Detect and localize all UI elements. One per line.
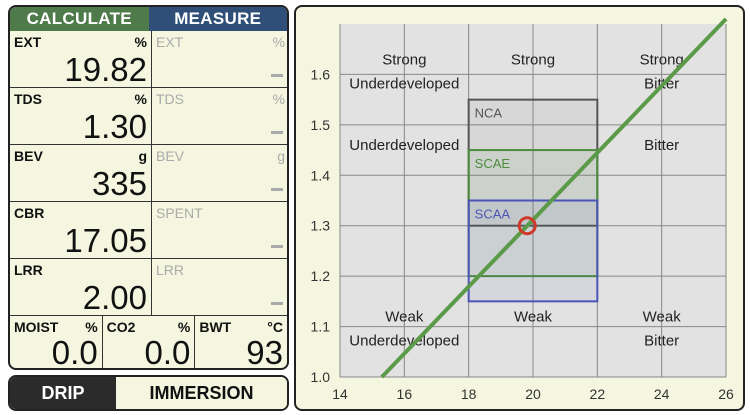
field-unit: g bbox=[277, 148, 285, 164]
zone-label: Weak bbox=[643, 309, 682, 326]
field-unit: % bbox=[134, 91, 147, 107]
calc-field-ext[interactable]: EXT % 19.82 bbox=[10, 31, 152, 88]
field-unit: % bbox=[272, 91, 285, 107]
field-label: CBR bbox=[14, 205, 45, 221]
field-value: 335 bbox=[91, 165, 147, 202]
zone-label: Weak bbox=[385, 309, 424, 326]
bwt-field[interactable]: BWT °C 93 bbox=[195, 316, 287, 370]
field-value: 0.0 bbox=[144, 334, 191, 370]
mode-tabs: CALCULATE MEASURE bbox=[10, 7, 287, 31]
zone-label: Bitter bbox=[644, 137, 679, 154]
field-unit: % bbox=[85, 319, 98, 335]
field-value: 93 bbox=[246, 334, 284, 370]
chart-svg: NCA SCAE SCAA Strong Underdeveloped Strong St… bbox=[311, 17, 734, 402]
zone-label: Underdeveloped bbox=[349, 333, 459, 350]
field-label: BEV bbox=[156, 148, 185, 164]
zone-label: Strong bbox=[511, 51, 555, 68]
zone-label: Underdeveloped bbox=[349, 137, 459, 154]
field-unit: % bbox=[134, 34, 147, 50]
calc-field-tds[interactable]: TDS % 1.30 bbox=[10, 88, 152, 145]
y-tick-label: 1.1 bbox=[311, 319, 331, 335]
field-label: CO2 bbox=[106, 319, 136, 335]
y-tick-label: 1.5 bbox=[311, 117, 331, 133]
field-label: EXT bbox=[156, 34, 184, 50]
measure-field-ext[interactable]: EXT % bbox=[152, 31, 287, 87]
field-value: 17.05 bbox=[64, 222, 147, 259]
y-tick-label: 1.3 bbox=[311, 218, 331, 234]
drip-button[interactable]: DRIP bbox=[10, 377, 116, 409]
target-box-scae bbox=[467, 149, 599, 278]
field-label: BEV bbox=[14, 148, 43, 164]
brew-method-toggle: DRIP IMMERSION bbox=[8, 375, 289, 411]
measure-field-tds[interactable]: TDS % bbox=[152, 88, 287, 144]
tab-calculate[interactable]: CALCULATE bbox=[10, 7, 149, 31]
y-tick-label: 1.4 bbox=[311, 167, 331, 183]
field-value: 0.0 bbox=[51, 334, 98, 370]
measure-field-spent[interactable]: SPENT bbox=[152, 202, 287, 258]
field-value: 19.82 bbox=[64, 51, 147, 88]
calc-field-lrr[interactable]: LRR 2.00 bbox=[10, 259, 152, 316]
field-label: BWT bbox=[199, 319, 232, 335]
x-tick-label: 22 bbox=[590, 386, 606, 402]
immersion-button[interactable]: IMMERSION bbox=[116, 377, 287, 409]
field-unit: g bbox=[138, 148, 147, 164]
target-box-label: SCAE bbox=[475, 156, 511, 171]
brewing-control-chart: NCA SCAE SCAA Strong Underdeveloped Strong St… bbox=[294, 5, 745, 411]
row-ext: EXT % 19.82 EXT % bbox=[10, 31, 287, 88]
empty-dash bbox=[271, 131, 283, 134]
field-value: 1.30 bbox=[82, 108, 147, 145]
brew-ratio-line bbox=[380, 17, 728, 379]
current-brew-point bbox=[517, 216, 537, 236]
target-box-label: SCAA bbox=[475, 207, 511, 222]
x-tick-label: 26 bbox=[718, 386, 734, 402]
field-label: EXT bbox=[14, 34, 42, 50]
field-label: MOIST bbox=[14, 319, 59, 335]
row-lrr: LRR 2.00 LRR bbox=[10, 259, 287, 316]
target-box-label: NCA bbox=[475, 106, 503, 121]
field-value: 2.00 bbox=[82, 279, 147, 316]
row-bev: BEV g 335 BEV g bbox=[10, 145, 287, 202]
calc-field-cbr[interactable]: CBR 17.05 bbox=[10, 202, 152, 259]
x-tick-label: 20 bbox=[525, 386, 541, 402]
y-tick-label: 1.0 bbox=[311, 369, 331, 385]
measure-field-bev[interactable]: BEV g bbox=[152, 145, 287, 201]
row-cbr: CBR 17.05 SPENT bbox=[10, 202, 287, 259]
field-label: TDS bbox=[156, 91, 184, 107]
zone-label: Bitter bbox=[644, 333, 679, 350]
x-tick-label: 16 bbox=[397, 386, 413, 402]
y-tick-label: 1.6 bbox=[311, 66, 331, 82]
zone-label: Underdeveloped bbox=[349, 75, 459, 92]
zone-label: Strong bbox=[640, 51, 684, 68]
empty-dash bbox=[271, 245, 283, 248]
field-unit: % bbox=[177, 319, 191, 335]
brew-calculator-panel: CALCULATE MEASURE EXT % 19.82 EXT % TDS … bbox=[8, 5, 289, 370]
zone-label: Strong bbox=[382, 51, 426, 68]
x-tick-label: 18 bbox=[461, 386, 477, 402]
field-label: SPENT bbox=[156, 205, 203, 221]
field-unit: °C bbox=[267, 319, 284, 335]
calc-field-bev[interactable]: BEV g 335 bbox=[10, 145, 152, 202]
zone-label: Weak bbox=[514, 309, 553, 326]
field-label: TDS bbox=[14, 91, 42, 107]
empty-dash bbox=[271, 74, 283, 77]
empty-dash bbox=[271, 188, 283, 191]
bottom-fields: MOIST % 0.0 CO2 % 0.0 BWT °C 93 bbox=[10, 316, 287, 370]
field-unit: % bbox=[272, 34, 285, 50]
measure-field-lrr[interactable]: LRR bbox=[152, 259, 287, 315]
moist-field[interactable]: MOIST % 0.0 bbox=[10, 316, 103, 370]
empty-dash bbox=[271, 302, 283, 305]
x-tick-label: 14 bbox=[332, 386, 348, 402]
field-label: LRR bbox=[156, 262, 185, 278]
row-tds: TDS % 1.30 TDS % bbox=[10, 88, 287, 145]
co2-field[interactable]: CO2 % 0.0 bbox=[103, 316, 196, 370]
field-label: LRR bbox=[14, 262, 43, 278]
tab-measure[interactable]: MEASURE bbox=[148, 7, 287, 31]
x-tick-label: 24 bbox=[654, 386, 670, 402]
y-tick-label: 1.2 bbox=[311, 268, 331, 284]
